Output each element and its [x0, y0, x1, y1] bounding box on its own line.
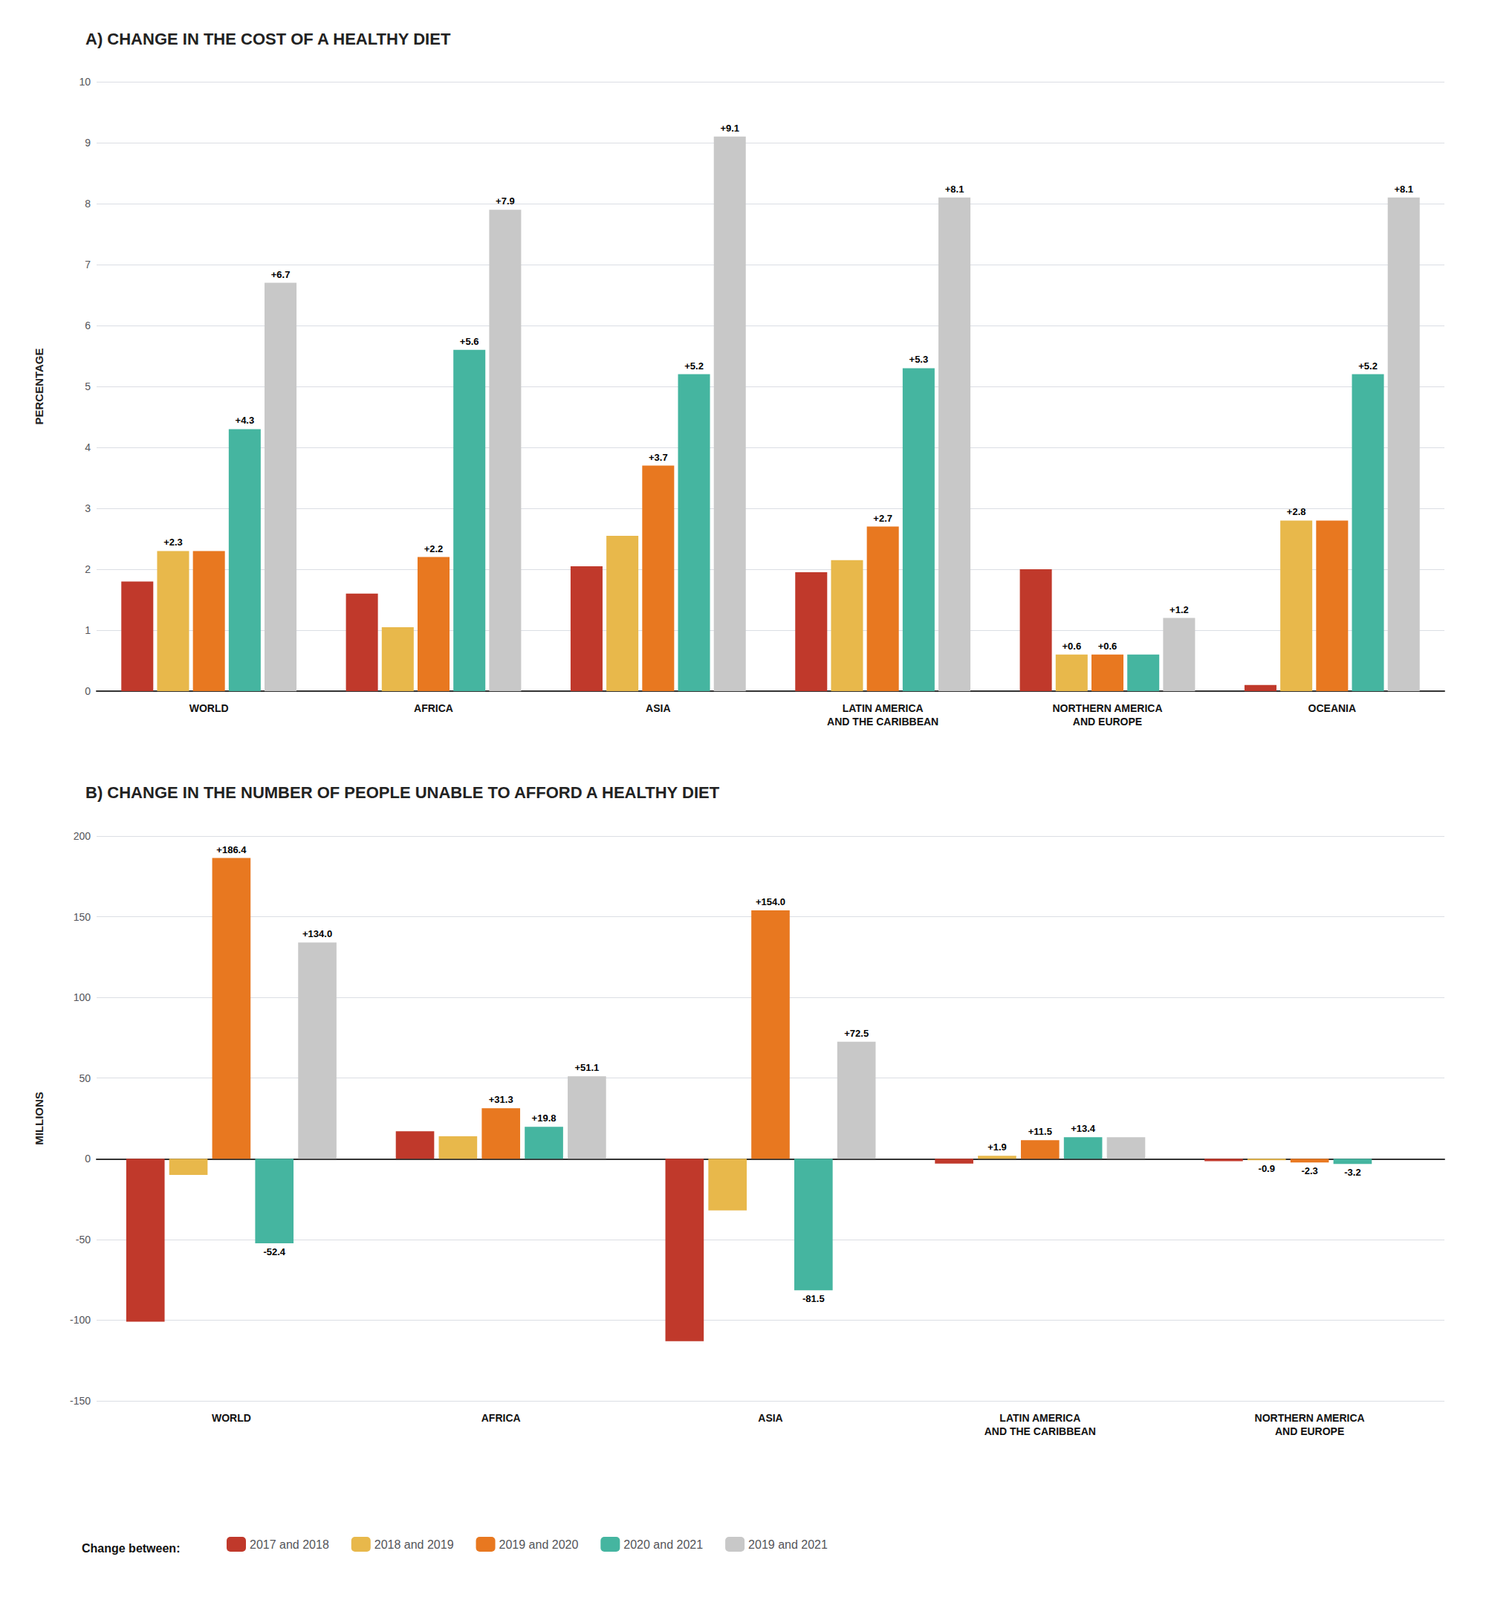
svg-text:ASIA: ASIA [757, 1411, 783, 1424]
svg-text:-3.2: -3.2 [1344, 1166, 1361, 1178]
svg-text:+1.9: +1.9 [987, 1141, 1007, 1153]
svg-text:2020 and 2021: 2020 and 2021 [623, 1538, 703, 1551]
svg-text:6: 6 [84, 319, 91, 332]
svg-text:+5.2: +5.2 [684, 360, 704, 372]
svg-text:OCEANIA: OCEANIA [1308, 702, 1357, 715]
svg-text:2: 2 [84, 563, 91, 576]
svg-text:LATIN AMERICA: LATIN AMERICA [999, 1411, 1081, 1424]
svg-text:+2.3: +2.3 [163, 536, 183, 548]
svg-text:50: 50 [78, 1072, 91, 1085]
svg-text:WORLD: WORLD [211, 1411, 252, 1424]
svg-text:PERCENTAGE: PERCENTAGE [32, 347, 46, 425]
svg-text:-150: -150 [69, 1394, 91, 1407]
svg-text:+186.4: +186.4 [216, 844, 247, 856]
svg-text:AND THE CARIBBEAN: AND THE CARIBBEAN [826, 715, 939, 728]
svg-text:2019 and 2021: 2019 and 2021 [748, 1538, 828, 1551]
svg-text:2019 and 2020: 2019 and 2020 [499, 1538, 579, 1551]
svg-text:3: 3 [84, 502, 91, 515]
svg-text:+5.3: +5.3 [909, 353, 929, 365]
svg-text:ASIA: ASIA [645, 702, 671, 715]
svg-text:+3.7: +3.7 [648, 451, 668, 463]
svg-text:+134.0: +134.0 [302, 928, 333, 940]
svg-text:A) CHANGE IN THE COST OF A HEA: A) CHANGE IN THE COST OF A HEALTHY DIET [85, 29, 452, 49]
svg-text:-0.9: -0.9 [1258, 1162, 1276, 1174]
svg-text:2017 and 2018: 2017 and 2018 [249, 1538, 330, 1551]
svg-text:100: 100 [73, 991, 92, 1004]
svg-text:7: 7 [84, 258, 91, 271]
svg-text:AFRICA: AFRICA [481, 1411, 521, 1424]
svg-text:-2.3: -2.3 [1301, 1165, 1318, 1177]
svg-text:AND EUROPE: AND EUROPE [1275, 1425, 1345, 1437]
svg-text:-81.5: -81.5 [802, 1292, 825, 1304]
svg-text:WORLD: WORLD [189, 702, 229, 715]
svg-text:-50: -50 [75, 1233, 91, 1246]
svg-text:4: 4 [84, 441, 91, 454]
svg-text:+9.1: +9.1 [719, 122, 740, 134]
svg-text:LATIN AMERICA: LATIN AMERICA [842, 702, 924, 715]
svg-text:+2.2: +2.2 [424, 543, 444, 555]
svg-text:+5.6: +5.6 [459, 335, 480, 347]
svg-text:+72.5: +72.5 [844, 1027, 869, 1039]
svg-text:+13.4: +13.4 [1070, 1122, 1096, 1134]
svg-text:0: 0 [84, 1152, 91, 1165]
svg-text:10: 10 [78, 75, 91, 88]
svg-text:+11.5: +11.5 [1028, 1125, 1053, 1137]
svg-text:200: 200 [73, 829, 92, 842]
svg-text:+4.3: +4.3 [235, 414, 255, 426]
svg-text:+6.7: +6.7 [271, 268, 291, 281]
svg-text:+2.8: +2.8 [1286, 505, 1307, 518]
svg-text:AFRICA: AFRICA [413, 702, 454, 715]
svg-text:2018 and 2019: 2018 and 2019 [374, 1538, 454, 1551]
svg-text:B) CHANGE IN THE NUMBER OF PEO: B) CHANGE IN THE NUMBER OF PEOPLE UNABLE… [85, 783, 720, 802]
svg-text:+5.2: +5.2 [1358, 360, 1378, 372]
svg-text:+2.7: +2.7 [873, 512, 893, 524]
svg-text:150: 150 [73, 910, 92, 923]
svg-text:AND THE CARIBBEAN: AND THE CARIBBEAN [984, 1425, 1096, 1437]
svg-text:-100: -100 [69, 1313, 91, 1326]
svg-text:+8.1: +8.1 [945, 183, 965, 195]
svg-text:9: 9 [84, 136, 91, 149]
svg-text:+7.9: +7.9 [495, 195, 515, 207]
svg-text:+51.1: +51.1 [574, 1061, 599, 1073]
svg-text:8: 8 [84, 197, 91, 210]
svg-text:+8.1: +8.1 [1393, 183, 1414, 195]
svg-text:-52.4: -52.4 [263, 1246, 286, 1258]
svg-text:+0.6: +0.6 [1061, 640, 1082, 652]
svg-text:+19.8: +19.8 [531, 1112, 557, 1124]
svg-text:0: 0 [84, 685, 91, 697]
svg-text:AND EUROPE: AND EUROPE [1072, 715, 1143, 728]
svg-text:MILLIONS: MILLIONS [32, 1091, 46, 1145]
svg-text:+0.6: +0.6 [1098, 640, 1118, 652]
svg-text:+31.3: +31.3 [488, 1093, 514, 1105]
svg-text:1: 1 [84, 624, 91, 637]
svg-text:+154.0: +154.0 [755, 896, 786, 908]
svg-text:NORTHERN AMERICA: NORTHERN AMERICA [1052, 702, 1163, 715]
svg-text:NORTHERN AMERICA: NORTHERN AMERICA [1254, 1411, 1365, 1424]
svg-text:+1.2: +1.2 [1169, 604, 1189, 616]
svg-text:Change between:: Change between: [81, 1541, 180, 1555]
svg-text:5: 5 [84, 380, 91, 393]
